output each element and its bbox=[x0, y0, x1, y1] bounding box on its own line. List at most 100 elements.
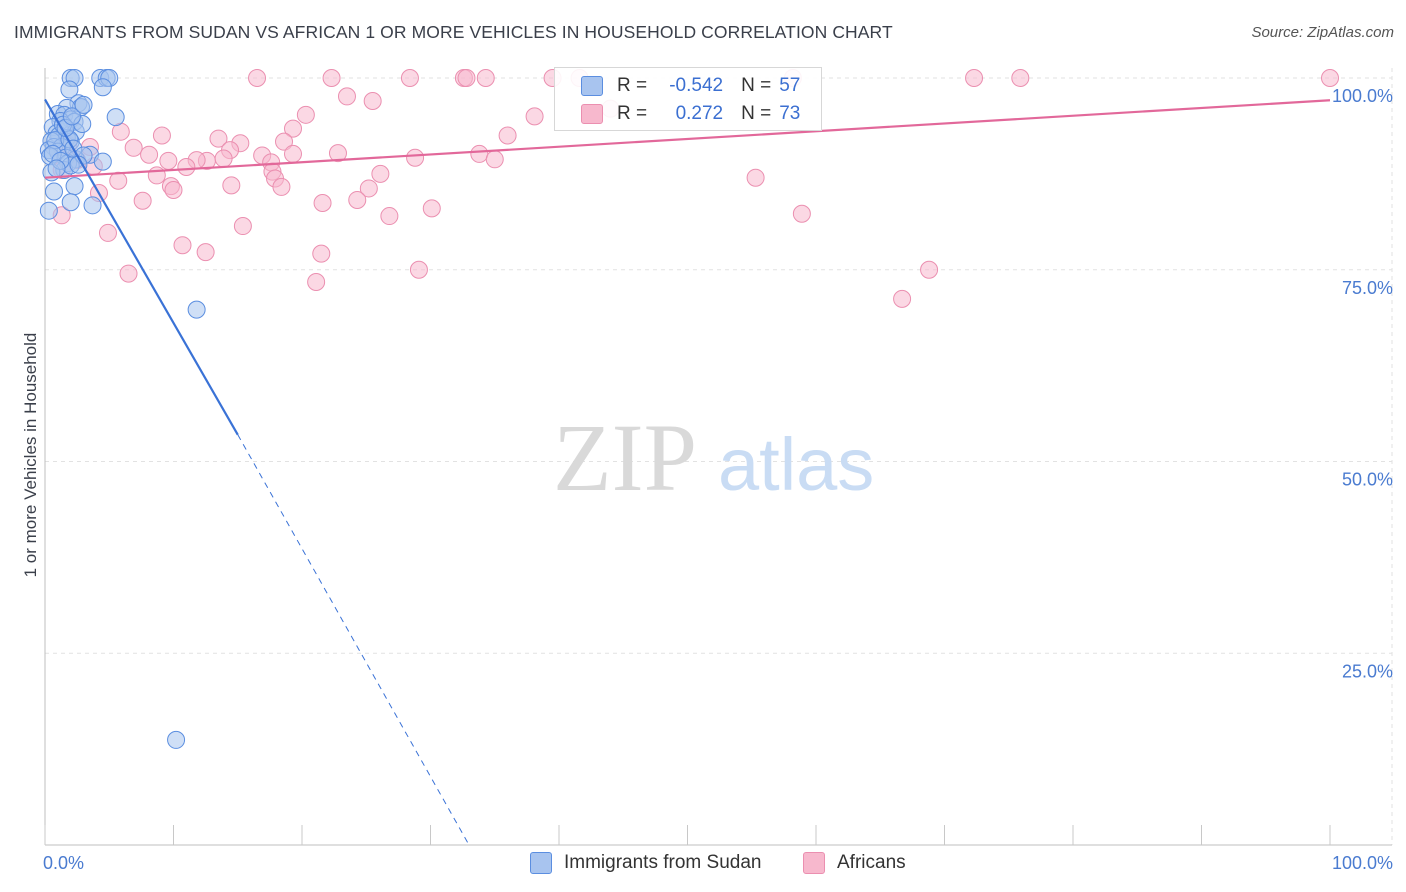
data-point-africans bbox=[98, 223, 117, 242]
y-axis-title: 1 or more Vehicles in Household bbox=[21, 333, 40, 578]
data-point-sudan bbox=[74, 95, 93, 114]
data-point-africans bbox=[485, 150, 504, 169]
y-tick-label: 25.0% bbox=[1342, 661, 1393, 681]
data-point-africans bbox=[965, 69, 984, 87]
data-point-africans bbox=[1011, 69, 1030, 87]
data-point-africans bbox=[363, 92, 382, 111]
trend-line-africans bbox=[44, 99, 1331, 179]
trend-lines bbox=[44, 98, 1331, 846]
data-point-africans bbox=[147, 166, 166, 185]
bottom-legend-label-sudan: Immigrants from Sudan bbox=[564, 852, 762, 873]
data-point-africans bbox=[109, 171, 128, 190]
data-point-africans bbox=[400, 69, 419, 87]
trend-line-sudan-extension bbox=[237, 434, 470, 846]
data-point-sudan bbox=[39, 201, 58, 220]
bottom-legend-label-africans: Africans bbox=[837, 852, 906, 873]
legend-r-value: 0.272 bbox=[675, 103, 724, 124]
data-point-africans bbox=[307, 273, 326, 292]
data-point-africans bbox=[119, 264, 138, 283]
legend-r-value: -0.542 bbox=[669, 75, 724, 96]
data-point-africans bbox=[746, 168, 765, 187]
data-point-africans bbox=[476, 69, 495, 87]
data-point-africans bbox=[164, 180, 183, 199]
data-point-africans bbox=[233, 217, 252, 236]
bottom-legend-africans: Africans bbox=[803, 852, 906, 874]
data-point-africans bbox=[359, 179, 378, 198]
data-point-africans bbox=[380, 207, 399, 226]
data-point-sudan bbox=[44, 182, 63, 201]
data-point-africans bbox=[348, 190, 367, 209]
legend-r-label: R = bbox=[617, 75, 648, 96]
data-point-africans bbox=[457, 69, 476, 87]
data-point-africans bbox=[525, 107, 544, 126]
data-point-africans bbox=[792, 204, 811, 223]
legend-n-label: N = bbox=[741, 103, 772, 124]
data-point-sudan bbox=[83, 196, 102, 215]
data-point-sudan bbox=[47, 159, 66, 178]
data-point-sudan bbox=[93, 152, 112, 171]
y-tick-label: 50.0% bbox=[1342, 470, 1393, 490]
data-point-sudan bbox=[61, 193, 80, 212]
data-point-africans bbox=[152, 126, 171, 145]
data-point-sudan bbox=[93, 78, 112, 97]
data-point-africans bbox=[284, 119, 303, 138]
data-point-africans bbox=[209, 129, 228, 148]
legend-swatch-pink bbox=[581, 104, 603, 124]
gridlines bbox=[45, 68, 1393, 845]
data-point-africans bbox=[371, 164, 390, 183]
tick-labels: 25.0% 50.0% 75.0% 100.0% 0.0% 100.0% bbox=[43, 86, 1393, 873]
data-point-africans bbox=[406, 148, 425, 167]
data-point-africans bbox=[312, 244, 331, 263]
bottom-swatch-pink bbox=[803, 852, 825, 874]
data-point-africans bbox=[296, 105, 315, 124]
watermark-zip: ZIP bbox=[553, 404, 697, 511]
data-point-africans bbox=[196, 243, 215, 262]
legend-row-sudan: R = -0.542 N = 57 bbox=[555, 71, 800, 101]
data-point-africans bbox=[409, 260, 428, 279]
data-point-sudan bbox=[60, 80, 79, 99]
data-point-africans bbox=[272, 177, 291, 196]
data-point-sudan bbox=[187, 300, 206, 319]
data-point-africans bbox=[124, 138, 143, 157]
data-point-africans bbox=[322, 69, 341, 87]
data-point-africans bbox=[498, 126, 517, 145]
bottom-legend-sudan: Immigrants from Sudan bbox=[530, 852, 761, 874]
bottom-swatch-blue bbox=[530, 852, 552, 874]
source-label: Source: ZipAtlas.com bbox=[1251, 24, 1394, 41]
y-tick-label: 75.0% bbox=[1342, 278, 1393, 298]
legend-r-label: R = bbox=[617, 103, 648, 124]
legend-n-value: 57 bbox=[779, 75, 801, 96]
data-point-sudan bbox=[167, 730, 186, 749]
data-point-africans bbox=[133, 191, 152, 210]
data-point-africans bbox=[470, 144, 489, 163]
data-point-africans bbox=[337, 87, 356, 106]
data-point-africans bbox=[284, 144, 303, 163]
data-point-africans bbox=[159, 151, 178, 170]
data-point-africans bbox=[328, 144, 347, 163]
data-point-africans bbox=[893, 289, 912, 308]
chart-title: IMMIGRANTS FROM SUDAN VS AFRICAN 1 OR MO… bbox=[14, 22, 893, 42]
data-point-sudan bbox=[62, 107, 81, 126]
legend-n-label: N = bbox=[741, 75, 772, 96]
watermark-atlas: atlas bbox=[718, 423, 874, 506]
data-point-sudan bbox=[106, 108, 125, 127]
data-point-africans bbox=[275, 132, 294, 151]
data-point-africans bbox=[422, 199, 441, 218]
axes bbox=[44, 68, 1392, 846]
data-point-sudan bbox=[65, 177, 84, 196]
legend: R = -0.542 N = 57 R = 0.272 N = 73 bbox=[554, 67, 822, 131]
data-point-africans bbox=[222, 176, 241, 195]
trend-line-sudan bbox=[44, 98, 239, 436]
x-tick-label: 100.0% bbox=[1332, 853, 1393, 873]
y-tick-label: 100.0% bbox=[1332, 86, 1393, 106]
data-point-africans bbox=[1321, 69, 1339, 87]
data-point-africans bbox=[313, 194, 332, 213]
data-point-africans bbox=[214, 149, 233, 168]
data-point-africans bbox=[920, 260, 939, 279]
legend-n-value: 73 bbox=[779, 103, 801, 124]
x-tick-label: 0.0% bbox=[43, 853, 84, 873]
data-point-africans bbox=[173, 236, 192, 255]
legend-swatch-blue bbox=[581, 76, 603, 96]
data-point-africans bbox=[248, 69, 267, 87]
